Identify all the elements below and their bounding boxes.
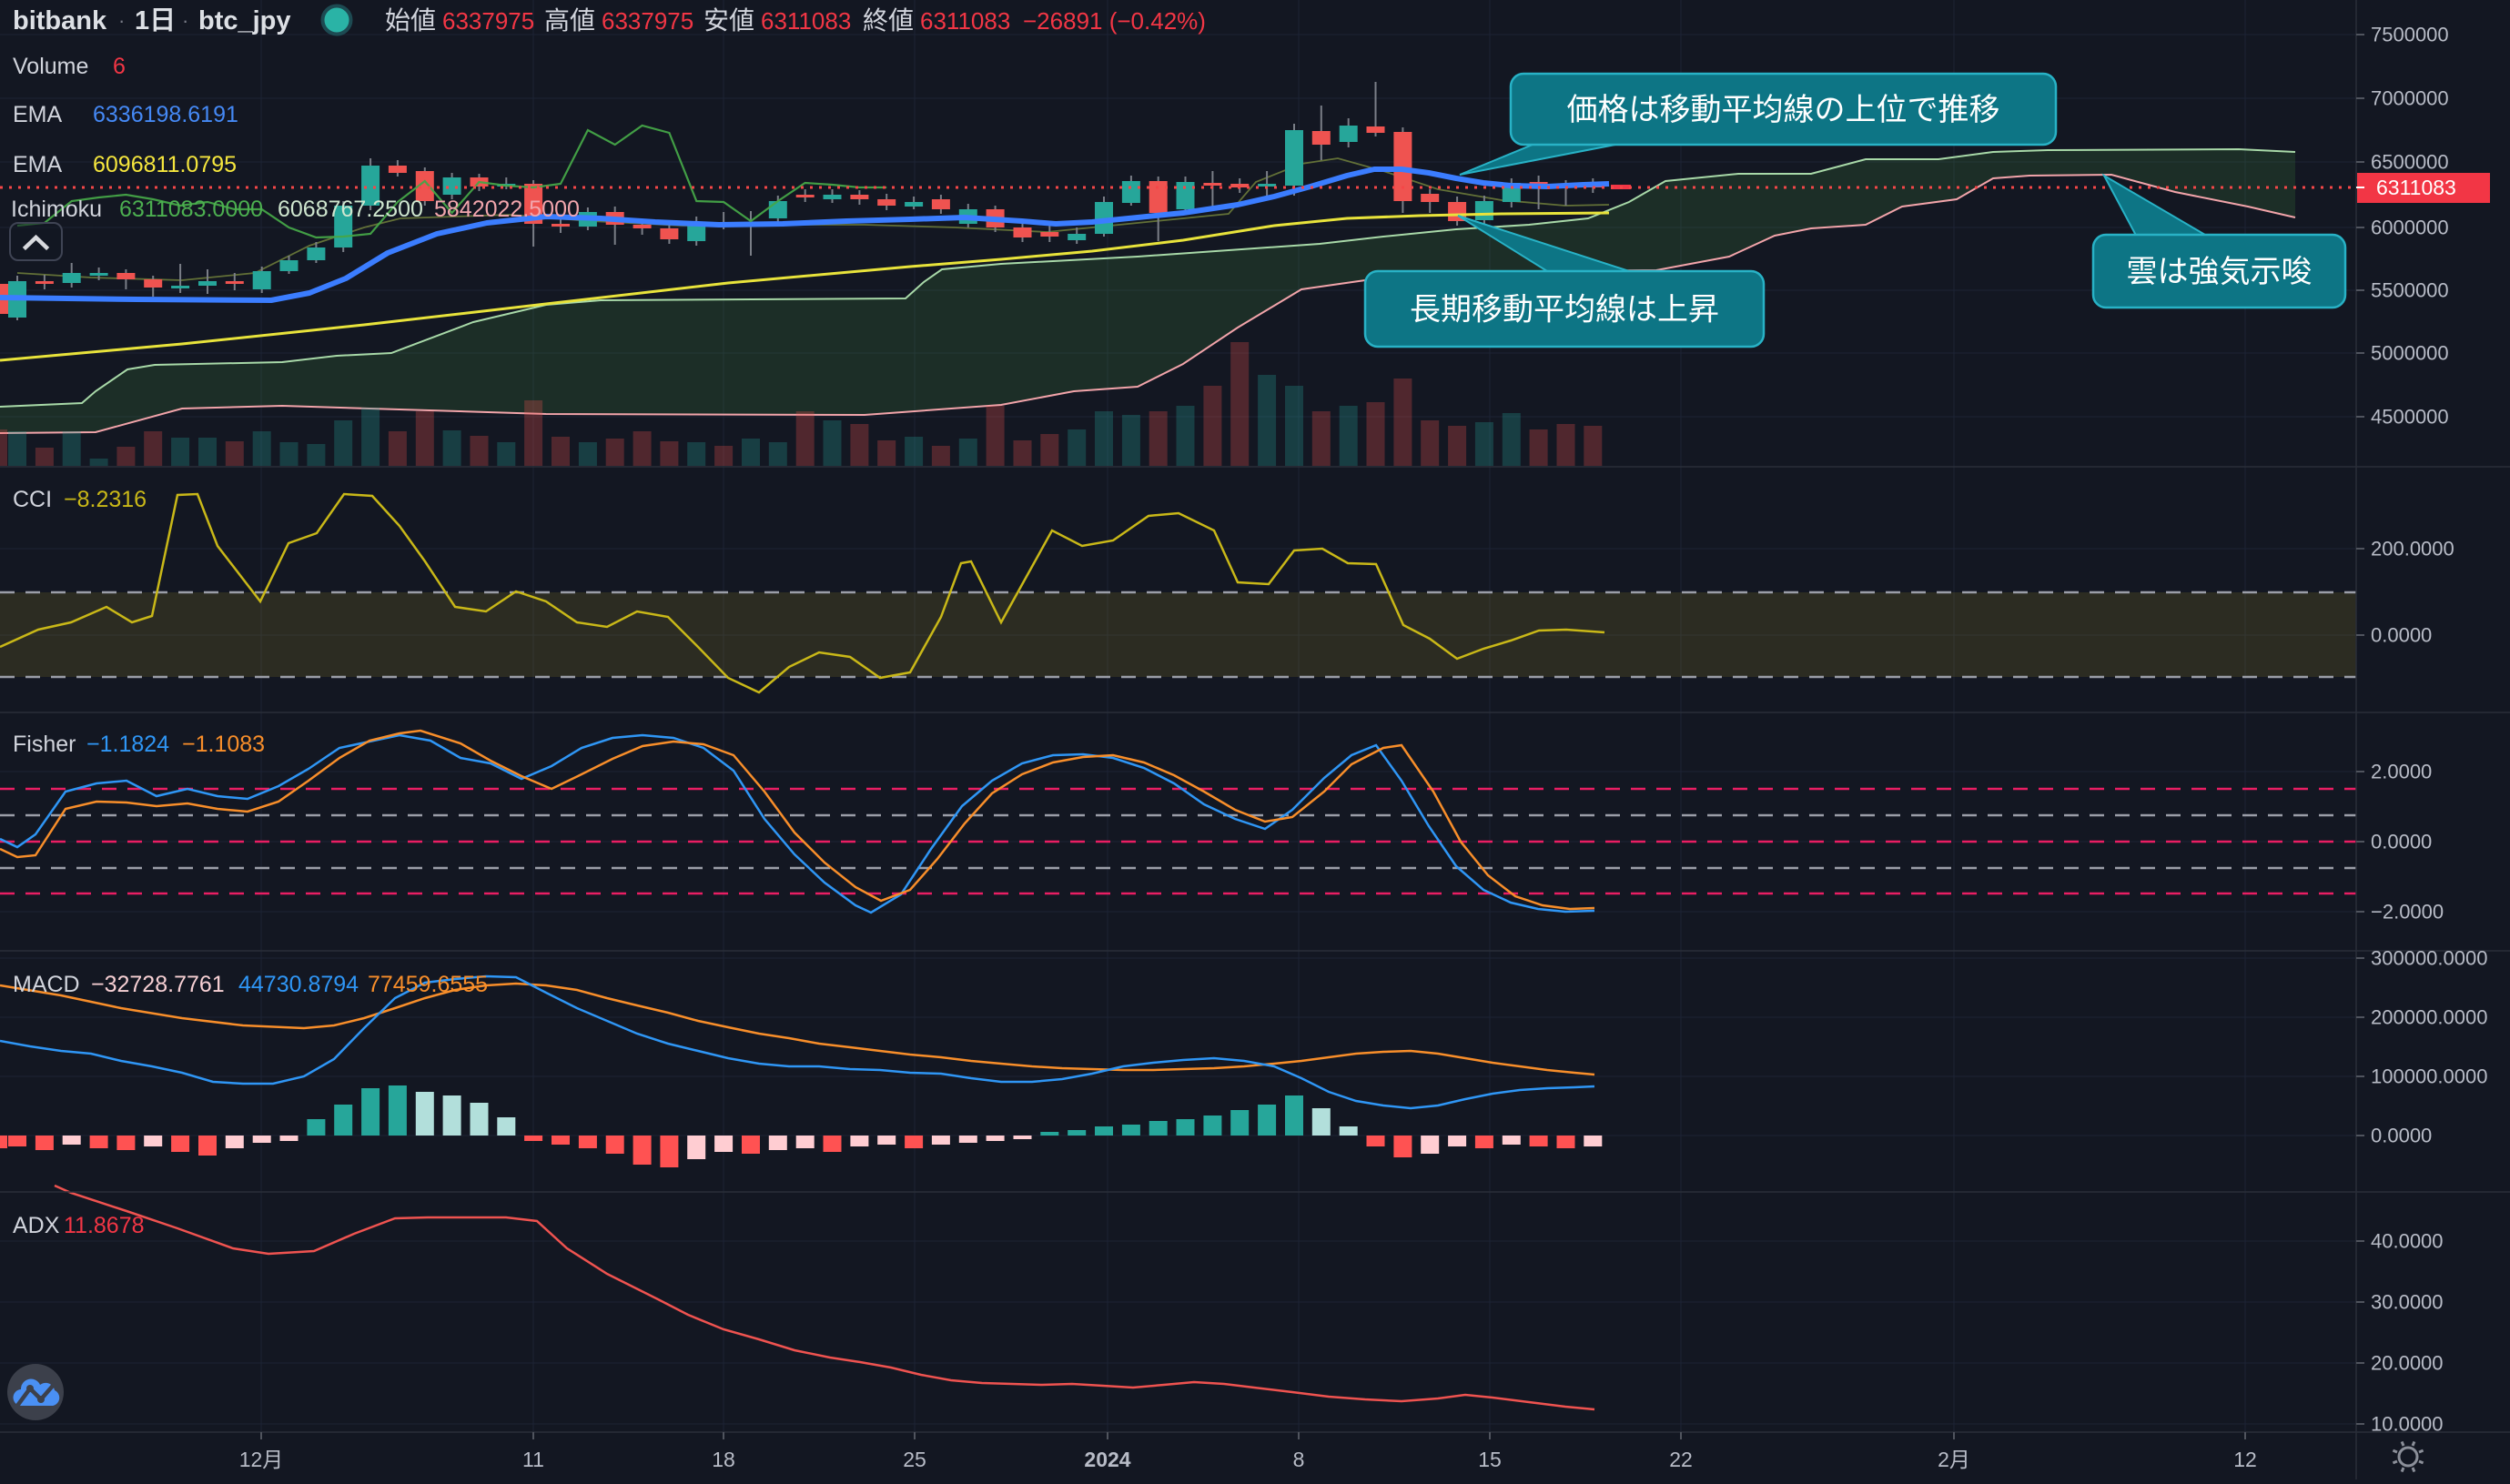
svg-text:Fisher: Fisher xyxy=(13,732,76,757)
svg-text:高値: 高値 xyxy=(544,6,595,35)
svg-text:2月: 2月 xyxy=(1938,1448,1970,1471)
svg-text:bitbank: bitbank xyxy=(13,6,107,35)
svg-text:15: 15 xyxy=(1478,1448,1502,1471)
svg-text:1日: 1日 xyxy=(135,6,176,35)
svg-text:価格は移動平均線の上位で推移: 価格は移動平均線の上位で推移 xyxy=(1567,93,2000,127)
svg-text:11.8678: 11.8678 xyxy=(64,1213,145,1238)
svg-text:10.0000: 10.0000 xyxy=(2371,1413,2444,1436)
svg-text:6: 6 xyxy=(113,54,126,79)
svg-text:始値: 始値 xyxy=(385,6,436,35)
svg-text:200000.0000: 200000.0000 xyxy=(2371,1006,2487,1029)
svg-text:6311083: 6311083 xyxy=(2376,176,2456,199)
svg-text:6096811.0795: 6096811.0795 xyxy=(93,152,237,177)
svg-text:100000.0000: 100000.0000 xyxy=(2371,1065,2487,1088)
svg-text:300000.0000: 300000.0000 xyxy=(2371,947,2487,970)
svg-text:0.0000: 0.0000 xyxy=(2371,624,2432,647)
svg-text:6337975: 6337975 xyxy=(602,7,693,35)
svg-text:btc_jpy: btc_jpy xyxy=(198,6,291,35)
svg-text:−32728.7761: −32728.7761 xyxy=(91,972,225,997)
svg-text:CCI: CCI xyxy=(13,487,52,512)
svg-text:Ichimoku: Ichimoku xyxy=(11,197,102,222)
svg-text:−1.1083: −1.1083 xyxy=(182,732,265,757)
svg-text:6000000: 6000000 xyxy=(2371,217,2449,239)
svg-text:12月: 12月 xyxy=(239,1448,284,1471)
svg-text:8: 8 xyxy=(1293,1448,1305,1471)
svg-text:200.0000: 200.0000 xyxy=(2371,538,2454,560)
svg-text:−2.0000: −2.0000 xyxy=(2371,901,2444,924)
svg-text:·: · xyxy=(118,9,125,32)
svg-text:6500000: 6500000 xyxy=(2371,151,2449,174)
svg-text:6337975: 6337975 xyxy=(442,7,534,35)
svg-text:11: 11 xyxy=(522,1448,544,1471)
svg-text:−26891 (−0.42%): −26891 (−0.42%) xyxy=(1023,7,1206,35)
svg-text:長期移動平均線は上昇: 長期移動平均線は上昇 xyxy=(1410,293,1719,328)
svg-text:20.0000: 20.0000 xyxy=(2371,1352,2444,1375)
svg-text:·: · xyxy=(182,9,188,32)
svg-text:7000000: 7000000 xyxy=(2371,87,2449,110)
svg-text:−1.1824: −1.1824 xyxy=(86,732,169,757)
svg-text:2024: 2024 xyxy=(1084,1448,1130,1471)
svg-text:2.0000: 2.0000 xyxy=(2371,761,2432,783)
svg-text:25: 25 xyxy=(903,1448,926,1471)
svg-text:5500000: 5500000 xyxy=(2371,279,2449,302)
svg-text:40.0000: 40.0000 xyxy=(2371,1230,2444,1253)
svg-text:EMA: EMA xyxy=(13,152,63,177)
svg-text:0.0000: 0.0000 xyxy=(2371,1125,2432,1147)
svg-text:6311083: 6311083 xyxy=(761,7,851,35)
svg-text:5000000: 5000000 xyxy=(2371,342,2449,365)
svg-text:44730.8794: 44730.8794 xyxy=(238,972,359,997)
svg-text:Volume: Volume xyxy=(13,54,88,79)
svg-text:12: 12 xyxy=(2233,1448,2257,1471)
svg-text:18: 18 xyxy=(712,1448,735,1471)
svg-text:6068767.2500: 6068767.2500 xyxy=(278,197,423,222)
svg-text:雲は強気示唆: 雲は強気示唆 xyxy=(2127,255,2313,289)
svg-text:7500000: 7500000 xyxy=(2371,24,2449,46)
svg-text:−8.2316: −8.2316 xyxy=(64,487,147,512)
svg-text:6311083.0000: 6311083.0000 xyxy=(119,197,263,222)
svg-text:22: 22 xyxy=(1669,1448,1693,1471)
svg-text:5842022.5000: 5842022.5000 xyxy=(434,197,580,222)
svg-text:安値: 安値 xyxy=(703,6,754,35)
svg-text:77459.6555: 77459.6555 xyxy=(368,972,488,997)
svg-text:終値: 終値 xyxy=(863,6,914,35)
svg-text:EMA: EMA xyxy=(13,102,63,127)
svg-text:4500000: 4500000 xyxy=(2371,406,2449,429)
svg-text:30.0000: 30.0000 xyxy=(2371,1291,2444,1314)
svg-text:MACD: MACD xyxy=(13,972,80,997)
svg-text:0.0000: 0.0000 xyxy=(2371,831,2432,853)
svg-text:ADX: ADX xyxy=(13,1213,60,1238)
svg-text:6336198.6191: 6336198.6191 xyxy=(93,102,238,127)
svg-text:6311083: 6311083 xyxy=(920,7,1010,35)
